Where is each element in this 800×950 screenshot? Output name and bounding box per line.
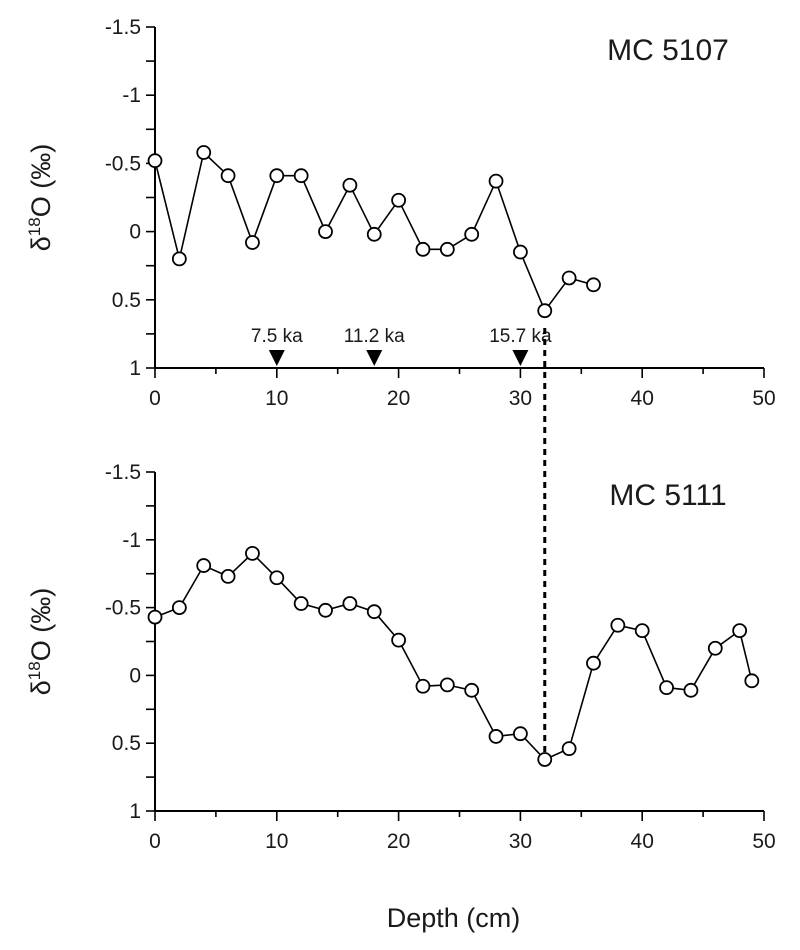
data-point (147, 609, 163, 625)
data-point (245, 545, 260, 561)
age-marker-triangle (366, 350, 383, 366)
data-point (220, 168, 236, 184)
x-tick-label: 0 (149, 387, 161, 410)
data-point (513, 244, 528, 260)
data-point (439, 677, 455, 693)
y-axis-label-delta: δ (26, 236, 56, 251)
y-axis-label-delta: δ (26, 680, 56, 695)
data-point (318, 602, 333, 618)
y-tick-label: -1 (122, 84, 141, 107)
y-tick-label: -1 (122, 529, 141, 552)
data-point (488, 173, 504, 189)
data-point (659, 680, 674, 696)
data-point (269, 570, 285, 586)
data-point (537, 752, 553, 767)
data-point (586, 277, 601, 293)
x-tick-label: 40 (631, 387, 654, 410)
data-point (744, 673, 760, 689)
data-point (439, 241, 455, 257)
x-axis-label: Depth (cm) (387, 903, 521, 933)
y-axis-label: δ18O (‰) (25, 144, 56, 251)
y-tick-label: 0.5 (112, 732, 141, 755)
data-point (488, 729, 504, 744)
data-point (269, 168, 285, 184)
data-point (586, 655, 601, 671)
x-tick-label: 30 (509, 830, 532, 853)
data-point (610, 617, 626, 633)
y-axis-label-superscript: 18 (25, 661, 44, 680)
data-point (464, 682, 480, 698)
x-tick-label: 40 (631, 830, 654, 853)
data-point (537, 303, 553, 319)
y-axis-label-rest: O (‰) (26, 588, 56, 662)
panel-title: MC 5107 (607, 34, 729, 67)
x-tick-label: 10 (265, 830, 288, 853)
data-point (342, 596, 358, 611)
data-point (342, 177, 358, 193)
data-point (196, 145, 212, 160)
y-tick-label: 0 (129, 664, 141, 687)
data-point (683, 682, 699, 698)
age-marker-triangle (268, 350, 285, 366)
data-point (147, 153, 163, 169)
data-point (366, 604, 382, 620)
age-marker-triangle (512, 350, 529, 366)
y-tick-label: 0.5 (112, 289, 141, 312)
x-tick-label: 0 (149, 830, 161, 853)
y-tick-label: 1 (129, 800, 141, 823)
y-tick-label: -1.5 (105, 16, 141, 39)
x-tick-label: 20 (387, 830, 410, 853)
data-point (245, 235, 260, 250)
data-point (171, 251, 187, 267)
data-point (366, 226, 382, 242)
data-point (293, 596, 309, 611)
y-axis-label-rest: O (‰) (26, 144, 56, 218)
y-axis-label-superscript: 18 (25, 217, 44, 236)
data-point (561, 270, 577, 286)
data-point (220, 569, 236, 584)
age-marker-label: 11.2 ka (344, 326, 405, 347)
data-point (391, 192, 407, 208)
y-axis-label: δ18O (‰) (25, 588, 56, 695)
y-tick-label: -0.5 (105, 152, 141, 175)
age-marker-label: 7.5 ka (251, 326, 303, 347)
y-tick-label: 1 (129, 357, 141, 380)
x-tick-label: 50 (752, 387, 775, 410)
x-tick-label: 10 (265, 387, 288, 410)
data-point (415, 678, 431, 694)
data-point (732, 623, 748, 639)
data-point (293, 168, 309, 184)
data-point (391, 632, 407, 648)
age-marker-label: 15.7 ka (489, 326, 552, 347)
data-point (513, 726, 528, 742)
data-point (561, 741, 577, 757)
y-tick-label: 0 (129, 221, 141, 244)
x-tick-label: 30 (509, 387, 532, 410)
series-line (154, 552, 753, 761)
data-point (318, 224, 333, 240)
panel-title: MC 5111 (609, 479, 726, 512)
data-point (634, 623, 650, 639)
data-point (171, 600, 187, 615)
y-tick-label: -0.5 (105, 597, 141, 620)
data-point (464, 226, 480, 242)
y-tick-label: -1.5 (105, 461, 141, 484)
x-tick-label: 20 (387, 387, 410, 410)
data-point (707, 640, 723, 656)
data-point (196, 558, 212, 573)
data-point (415, 241, 431, 257)
x-tick-label: 50 (752, 830, 775, 853)
